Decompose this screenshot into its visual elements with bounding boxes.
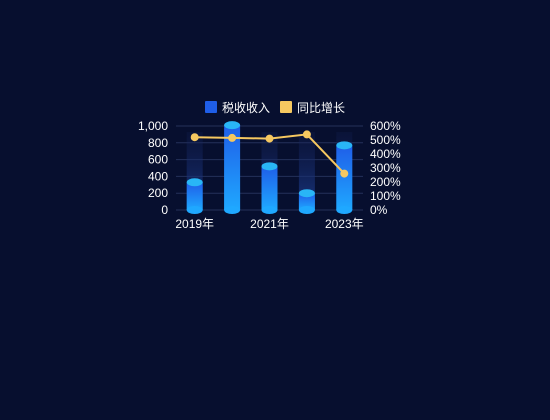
bar-base [186,206,203,214]
bar [186,178,203,214]
legend-label-yoy-growth: 同比增长 [297,101,345,115]
right-y-tick-label: 500% [370,133,401,147]
left-y-axis: 0 200 400 600 800 1,000 [138,119,168,217]
bar-body [186,182,203,210]
bar-cap [186,178,203,187]
legend-swatch-yoy-growth [280,101,292,113]
line-point [340,169,349,178]
left-y-tick-label: 800 [148,136,168,150]
bar-cap [261,162,278,171]
left-y-tick-label: 1,000 [138,119,168,133]
bar-body [298,193,315,210]
line-point [190,133,199,142]
left-y-tick-label: 600 [148,153,168,167]
bar [224,121,241,214]
x-tick-label: 2019年 [175,217,214,231]
legend-item-tax-revenue[interactable]: 税收收入 [205,101,270,115]
right-y-axis: 0%100%200%300%400%500%600% [370,119,401,217]
bar-cap [224,121,241,130]
x-tick-label: 2023年 [325,217,364,231]
line-point [302,130,311,139]
bar-body [336,145,353,210]
bar-cap [298,189,315,198]
legend-label-tax-revenue: 税收收入 [222,101,270,115]
bar [336,141,353,214]
right-y-tick-label: 400% [370,147,401,161]
right-y-tick-label: 100% [370,189,401,203]
x-axis: 2019年 2021年 2023年 [175,217,363,231]
bar-series-tax-revenue [186,121,353,214]
x-tick-label: 2021年 [250,217,289,231]
left-y-tick-label: 0 [161,203,168,217]
right-y-tick-label: 0% [370,203,388,217]
bar-body [261,166,278,210]
line-point [228,133,237,142]
bar-base [261,206,278,214]
left-y-tick-label: 400 [148,169,168,183]
legend-swatch-tax-revenue [205,101,217,113]
legend-item-yoy-growth[interactable]: 同比增长 [280,101,345,115]
bar [261,162,278,214]
line-series-yoy-growth [190,130,349,178]
right-y-tick-label: 300% [370,161,401,175]
bar-base [298,206,315,214]
bar-body [224,125,241,210]
bar [298,189,315,214]
line-point [265,134,274,143]
right-y-tick-label: 200% [370,175,401,189]
chart-legend[interactable]: 税收收入 同比增长 [205,101,345,115]
bar-cap [336,141,353,150]
bar-base [336,206,353,214]
left-y-tick-label: 200 [148,186,168,200]
bar-base [224,206,241,214]
right-y-tick-label: 600% [370,119,401,133]
